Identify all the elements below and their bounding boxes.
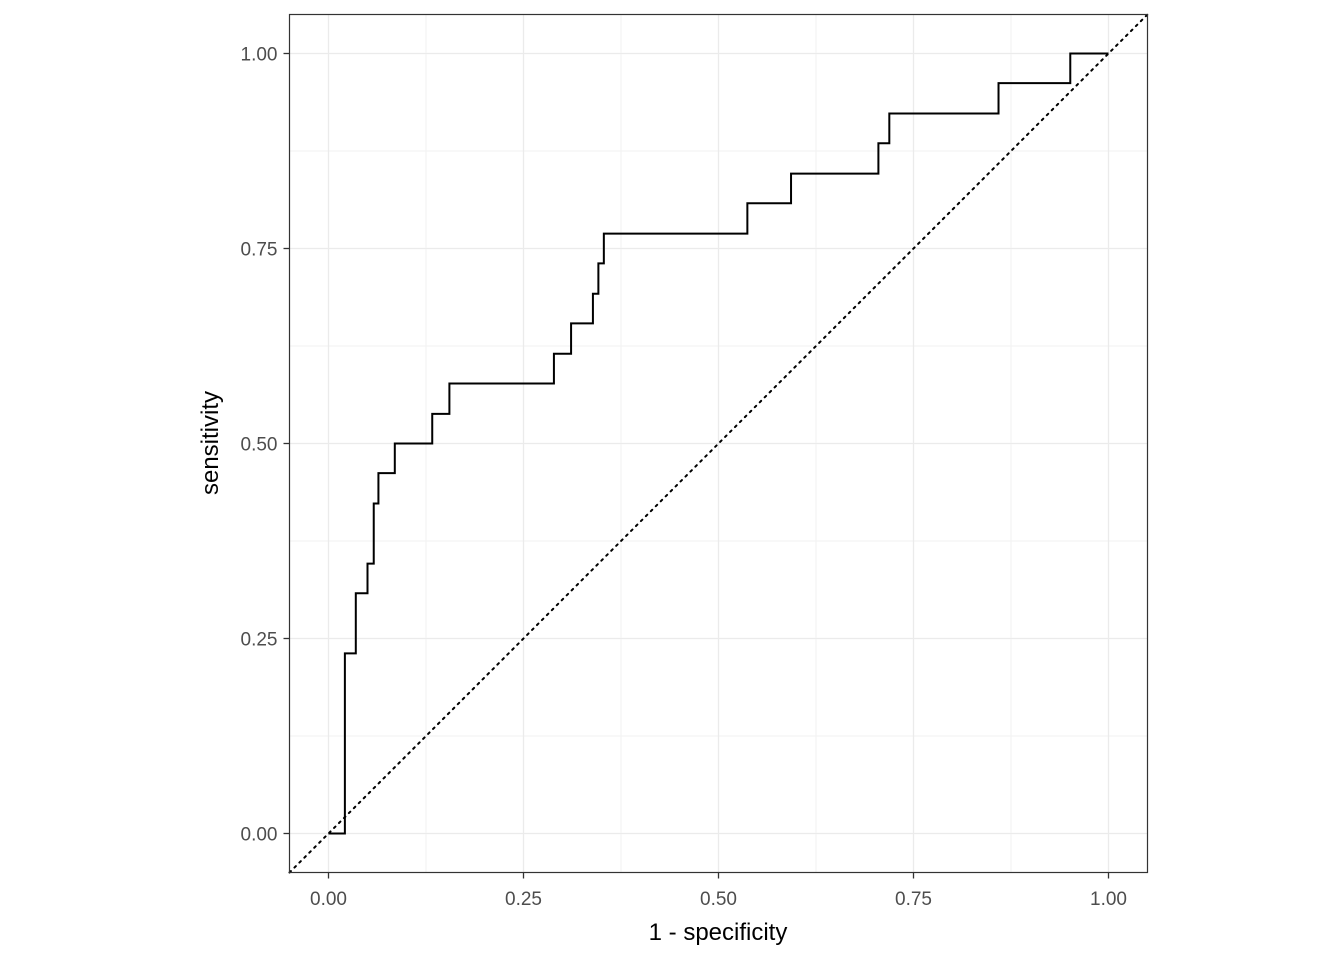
- roc-curve: [328, 52, 1109, 835]
- reference-line-layer: [288, 13, 1149, 874]
- y-tick-label: 0.75: [241, 240, 278, 261]
- y-axis-title: sensitivity: [197, 391, 224, 495]
- x-tick-label: 0.50: [700, 889, 737, 910]
- grid-layer: [289, 14, 1148, 873]
- reference-diagonal: [288, 13, 1149, 874]
- y-tick-label: 0.25: [241, 630, 278, 651]
- y-tick-label: 1.00: [241, 45, 278, 66]
- x-tick-label: 0.75: [895, 889, 932, 910]
- y-tick-label: 0.50: [241, 435, 278, 456]
- y-tick-label: 0.00: [241, 825, 278, 846]
- x-tick-label: 1.00: [1090, 889, 1127, 910]
- axis-layer: 0.00 0.25 0.50 0.75 1.00 0.00 0.25 0.50 0.75 1.00: [241, 45, 1127, 911]
- x-tick-label: 0.25: [505, 889, 542, 910]
- x-tick-label: 0.00: [310, 889, 347, 910]
- roc-curve-layer: [328, 52, 1109, 835]
- x-axis-title: 1 - specificity: [649, 919, 788, 946]
